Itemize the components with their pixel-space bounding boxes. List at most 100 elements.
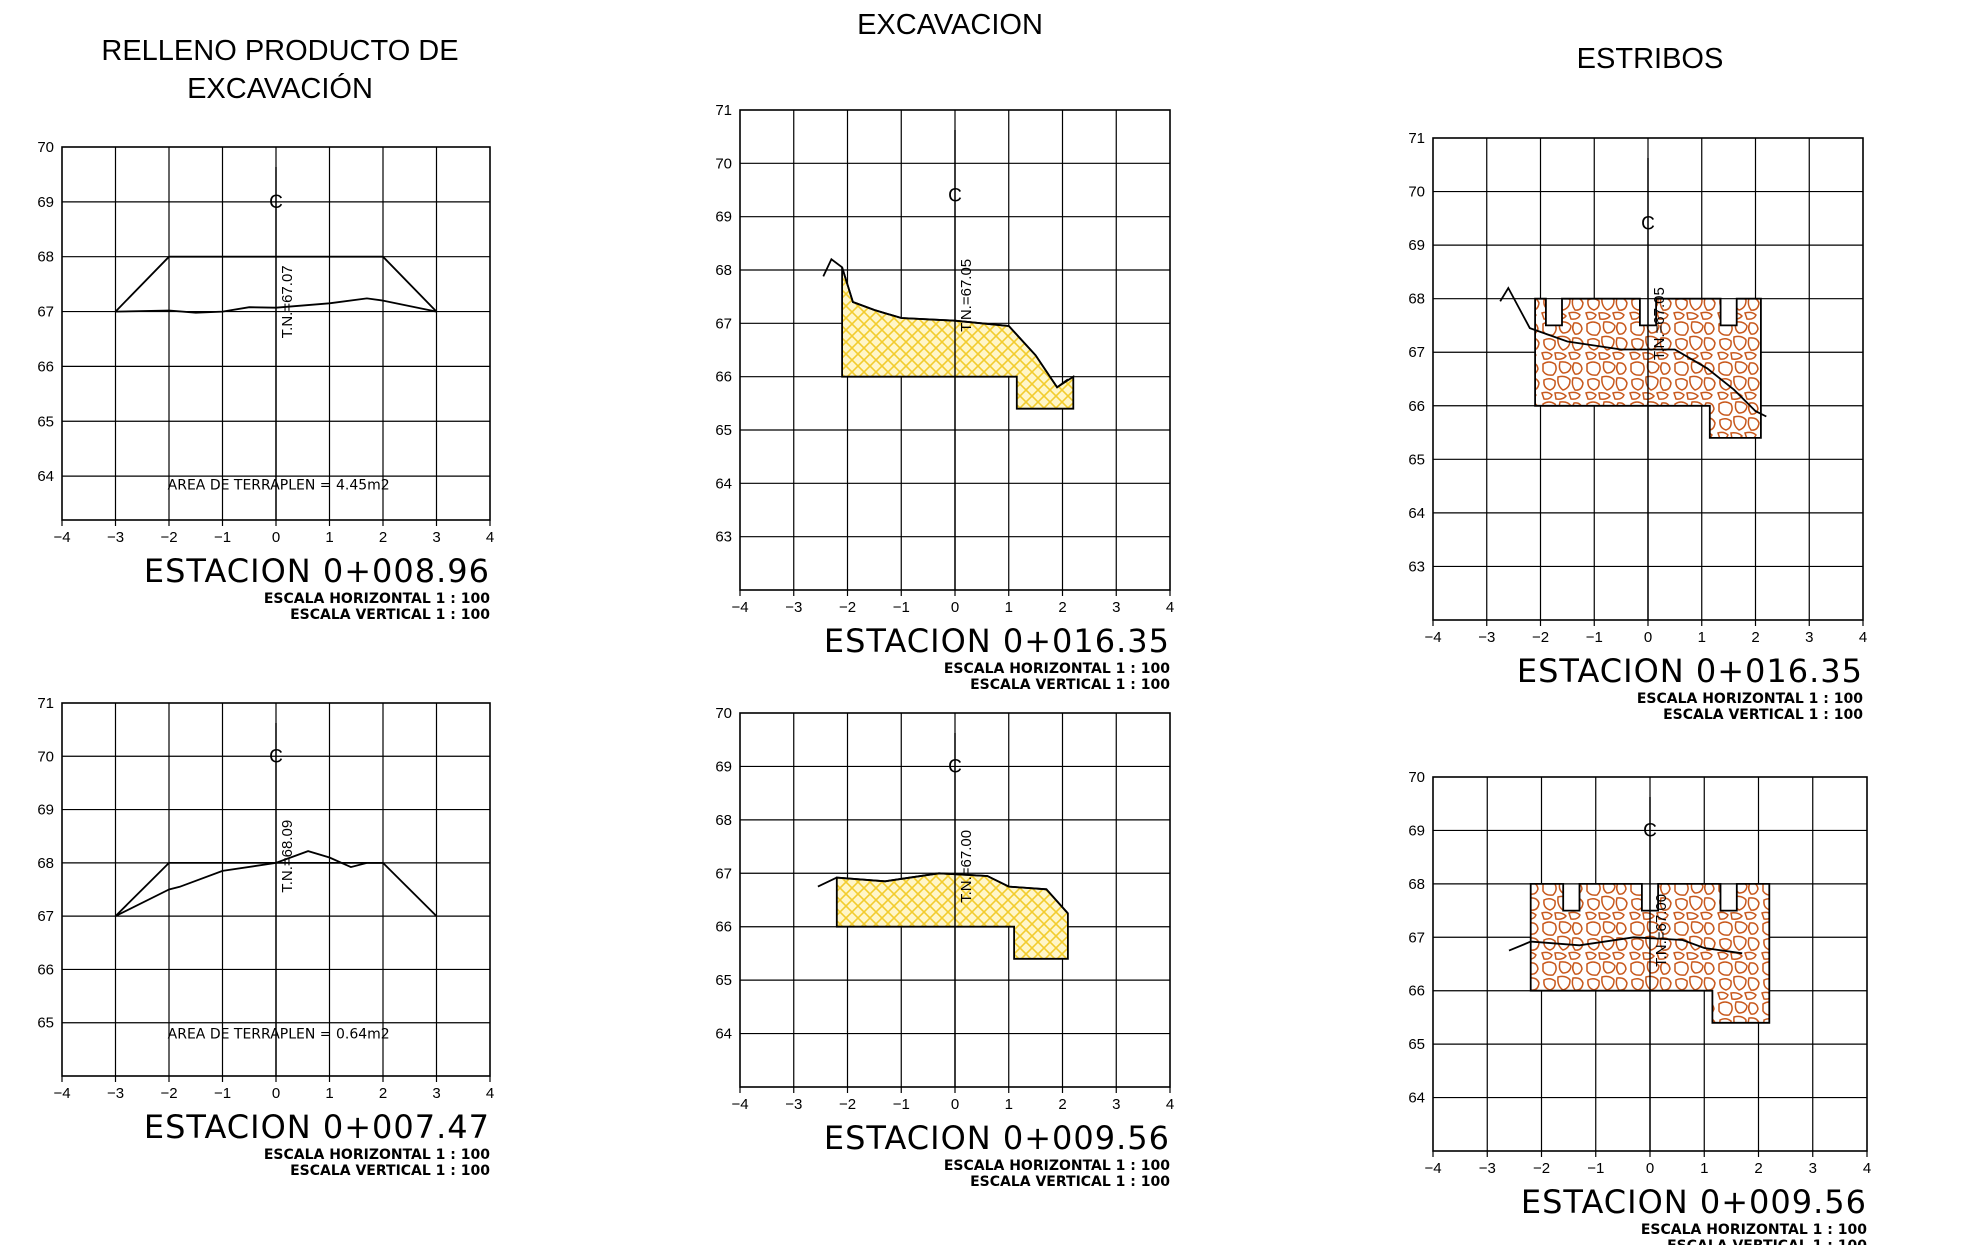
x-tick-label: −4 — [1424, 1160, 1441, 1177]
x-tick-label: 4 — [1863, 1160, 1871, 1177]
scale-horizontal: ESCALA HORIZONTAL 1 : 100 — [1641, 1222, 1867, 1238]
y-tick-label: 70 — [37, 139, 54, 156]
x-tick-label: 2 — [379, 529, 387, 546]
x-tick-label: −1 — [214, 529, 231, 546]
x-tick-label: −4 — [1424, 629, 1441, 646]
y-tick-label: 71 — [37, 695, 54, 712]
tn-label: T.N.=68.09 — [279, 820, 296, 893]
column-title-relleno: RELLENO PRODUCTO DE EXCAVACIÓN — [101, 35, 459, 105]
scale-horizontal: ESCALA HORIZONTAL 1 : 100 — [264, 591, 490, 607]
scale-vertical: ESCALA VERTICAL 1 : 100 — [1667, 1238, 1867, 1245]
x-tick-label: 3 — [1809, 1160, 1817, 1177]
column-title-estribos: ESTRIBOS — [1576, 43, 1724, 75]
area-label: AREA DE TERRAPLEN = 0.64m2 — [168, 1027, 390, 1043]
x-tick-label: 1 — [1005, 599, 1013, 616]
x-tick-label: 0 — [272, 529, 280, 546]
terrain-line — [817, 872, 1069, 914]
scale-horizontal: ESCALA HORIZONTAL 1 : 100 — [264, 1147, 490, 1163]
x-tick-label: 4 — [1859, 629, 1867, 646]
x-tick-label: −3 — [785, 1096, 802, 1113]
y-tick-label: 69 — [715, 758, 732, 775]
y-tick-label: 67 — [37, 908, 54, 925]
x-tick-label: 0 — [951, 599, 959, 616]
cross-section-relleno-0: 64 65 66 67 68 69 70 −4 −3 −2 −1 0 1 2 3 4 C T.N.=67.07 AR… — [37, 139, 494, 623]
tn-label: T.N.=67.07 — [279, 265, 296, 338]
centerline-symbol: C — [1641, 214, 1655, 235]
y-tick-label: 63 — [1408, 558, 1425, 575]
y-tick-label: 66 — [37, 961, 54, 978]
x-tick-label: −3 — [785, 599, 802, 616]
x-tick-label: −1 — [1587, 1160, 1604, 1177]
x-tick-label: 4 — [486, 529, 494, 546]
cross-section-excavacion-3: 64 65 66 67 68 69 70 −4 −3 −2 −1 0 1 2 3 4 C T.N.=67.00 ES… — [715, 705, 1174, 1190]
y-tick-label: 64 — [1408, 1090, 1425, 1107]
y-tick-label: 66 — [37, 358, 54, 375]
x-tick-label: −3 — [1478, 629, 1495, 646]
y-tick-label: 70 — [715, 705, 732, 722]
x-tick-label: 0 — [951, 1096, 959, 1113]
x-tick-label: −2 — [839, 1096, 856, 1113]
x-tick-label: 0 — [272, 1085, 280, 1102]
x-tick-label: −4 — [53, 1085, 70, 1102]
y-tick-label: 68 — [1408, 876, 1425, 893]
y-tick-label: 70 — [1408, 769, 1425, 786]
tn-label: T.N.=67.00 — [958, 830, 975, 903]
excavation-area — [835, 872, 1069, 960]
terrain-line — [115, 297, 437, 314]
y-tick-label: 69 — [715, 209, 732, 226]
station-label: ESTACION 0+009.56 — [1521, 1183, 1867, 1221]
y-tick-label: 67 — [1408, 929, 1425, 946]
x-tick-label: 1 — [1698, 629, 1706, 646]
x-tick-label: 1 — [1700, 1160, 1708, 1177]
scale-horizontal: ESCALA HORIZONTAL 1 : 100 — [1637, 691, 1863, 707]
y-tick-label: 67 — [715, 865, 732, 882]
cross-section-estribos-5: 64 65 66 67 68 69 70 −4 −3 −2 −1 0 1 2 3 4 C T.N.=67.00 ES… — [1408, 769, 1871, 1245]
x-tick-label: −2 — [160, 529, 177, 546]
y-tick-label: 65 — [1408, 1036, 1425, 1053]
y-tick-label: 68 — [1408, 291, 1425, 308]
x-tick-label: −3 — [107, 1085, 124, 1102]
y-tick-label: 64 — [715, 475, 732, 492]
scale-vertical: ESCALA VERTICAL 1 : 100 — [970, 677, 1170, 693]
y-tick-label: 65 — [715, 422, 732, 439]
x-tick-label: 1 — [325, 529, 333, 546]
terrain-line — [1508, 936, 1743, 955]
x-tick-label: 4 — [486, 1085, 494, 1102]
x-tick-label: 1 — [1005, 1096, 1013, 1113]
cross-section-excavacion-2: 63 64 65 66 67 68 69 70 71 −4 −3 −2 −1 0 1 2 3 4 C T.N.=67.… — [715, 102, 1174, 693]
x-tick-label: 3 — [1805, 629, 1813, 646]
y-tick-label: 65 — [715, 972, 732, 989]
y-tick-label: 65 — [1408, 451, 1425, 468]
scale-horizontal: ESCALA HORIZONTAL 1 : 100 — [944, 661, 1170, 677]
scale-vertical: ESCALA VERTICAL 1 : 100 — [290, 1163, 490, 1179]
x-tick-label: 3 — [432, 529, 440, 546]
area-label: AREA DE TERRAPLEN = 4.45m2 — [168, 477, 390, 493]
x-tick-label: 2 — [1751, 629, 1759, 646]
x-tick-label: 3 — [432, 1085, 440, 1102]
tn-label: T.N.=67.05 — [958, 259, 975, 332]
y-tick-label: 65 — [37, 1015, 54, 1032]
x-tick-label: −4 — [731, 1096, 748, 1113]
x-tick-label: 3 — [1112, 599, 1120, 616]
y-tick-label: 68 — [37, 855, 54, 872]
y-tick-label: 68 — [715, 262, 732, 279]
x-tick-label: −3 — [1479, 1160, 1496, 1177]
y-tick-label: 70 — [1408, 184, 1425, 201]
y-tick-label: 66 — [715, 919, 732, 936]
tn-label: T.N.=67.00 — [1653, 894, 1670, 967]
y-tick-label: 71 — [715, 102, 732, 119]
station-label: ESTACION 0+008.96 — [144, 552, 490, 590]
y-tick-label: 66 — [715, 369, 732, 386]
scale-vertical: ESCALA VERTICAL 1 : 100 — [970, 1174, 1170, 1190]
x-tick-label: −4 — [53, 529, 70, 546]
y-tick-label: 63 — [715, 529, 732, 546]
x-tick-label: −3 — [107, 529, 124, 546]
terrain-line — [115, 850, 383, 917]
y-tick-label: 69 — [1408, 822, 1425, 839]
centerline-symbol: C — [948, 185, 962, 206]
y-tick-label: 70 — [715, 155, 732, 172]
station-label: ESTACION 0+007.47 — [144, 1108, 490, 1146]
station-label: ESTACION 0+016.35 — [1517, 652, 1863, 690]
y-tick-label: 70 — [37, 748, 54, 765]
y-tick-label: 64 — [715, 1026, 732, 1043]
